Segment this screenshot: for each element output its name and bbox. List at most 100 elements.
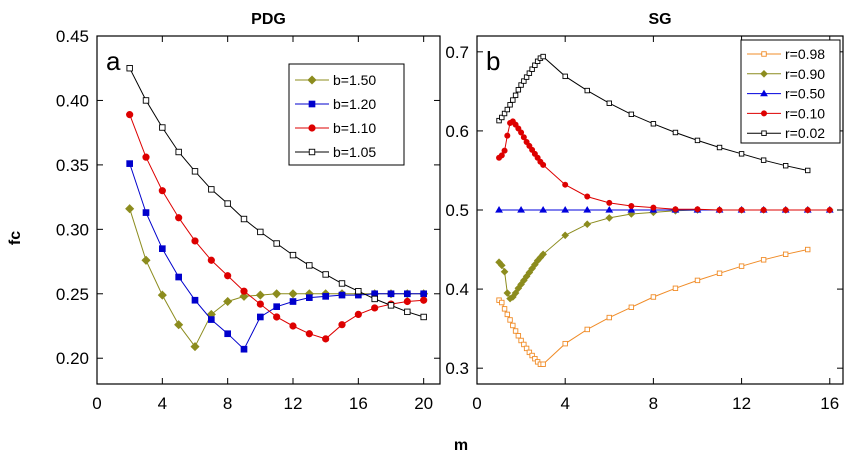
data-point — [534, 58, 541, 65]
data-point — [404, 308, 411, 316]
data-point — [496, 117, 502, 124]
data-point — [518, 82, 524, 88]
data-point — [354, 310, 362, 319]
data-point — [240, 215, 248, 223]
shared-x-axis-label: m — [454, 437, 468, 454]
data-point — [322, 293, 329, 300]
data-point — [240, 287, 248, 295]
data-point — [532, 62, 538, 68]
legend-marker — [307, 75, 317, 85]
y-tick-label-b: 0.7 — [445, 43, 469, 62]
data-point — [650, 121, 657, 127]
y-tick-label-b: 0.5 — [445, 201, 469, 220]
legend-label: b=1.10 — [333, 120, 376, 136]
data-point — [562, 340, 568, 347]
data-point — [126, 160, 133, 167]
data-point — [605, 206, 614, 213]
data-point — [520, 134, 527, 141]
data-point — [540, 361, 546, 367]
data-point — [512, 92, 519, 99]
data-point — [158, 187, 166, 195]
legend-marker — [308, 124, 316, 132]
series-b-1 — [495, 206, 834, 303]
y-tick-label-a: 0.35 — [56, 156, 89, 175]
series-a-2 — [126, 111, 428, 343]
data-point — [738, 207, 745, 214]
legend-box — [288, 63, 405, 166]
x-tick-label-b: 4 — [560, 394, 569, 413]
data-point — [760, 257, 767, 263]
data-point — [223, 296, 233, 307]
data-point — [159, 245, 166, 252]
data-point — [517, 206, 525, 213]
data-point — [208, 316, 215, 323]
legend-label: b=1.50 — [333, 72, 376, 88]
data-point — [498, 152, 505, 159]
data-point — [191, 237, 199, 245]
data-point — [510, 97, 516, 103]
data-point — [420, 296, 428, 304]
data-point — [501, 147, 508, 154]
series-b-0 — [496, 246, 811, 367]
data-point — [322, 271, 329, 278]
data-point — [272, 289, 282, 299]
data-point — [239, 291, 249, 301]
data-point — [716, 270, 723, 276]
data-point — [523, 345, 530, 352]
data-point — [672, 285, 679, 291]
data-point — [501, 306, 508, 312]
data-point — [561, 231, 569, 240]
data-point — [583, 206, 592, 213]
data-point — [738, 263, 745, 269]
legend-label: r=0.90 — [785, 66, 825, 82]
data-point — [498, 261, 506, 270]
legend-b: r=0.98 r=0.90 r=0.50 r=0.10 r=0.02 — [740, 39, 841, 144]
data-point — [526, 349, 533, 356]
data-point — [540, 161, 547, 168]
data-point — [694, 277, 701, 284]
data-point — [125, 204, 135, 214]
data-point — [584, 87, 590, 94]
data-point — [532, 355, 538, 362]
data-point — [288, 289, 298, 299]
data-point — [518, 129, 525, 136]
data-point — [605, 214, 614, 222]
data-point — [142, 97, 150, 104]
legend-a: b=1.50 b=1.20 b=1.10 b=1.05 — [288, 63, 405, 166]
data-point — [782, 251, 789, 257]
data-point — [142, 153, 150, 161]
legend-label: r=0.50 — [785, 86, 825, 102]
data-point — [224, 200, 231, 207]
y-axis-label-a: fc — [7, 231, 24, 245]
data-point — [404, 290, 411, 298]
x-tick-label-a: 8 — [223, 394, 232, 413]
data-point — [515, 333, 522, 339]
data-point — [539, 250, 547, 259]
y-tick-label-a: 0.25 — [56, 285, 89, 304]
data-point — [126, 111, 134, 119]
data-point — [515, 87, 522, 93]
data-point — [529, 352, 535, 359]
chart-title-b: SG — [648, 11, 671, 28]
data-point — [174, 320, 184, 330]
data-point — [694, 137, 701, 144]
y-tick-label-b: 0.6 — [445, 122, 469, 141]
data-point — [289, 251, 297, 259]
y-tick-label-b: 0.4 — [445, 280, 469, 299]
data-point — [420, 290, 427, 298]
legend-marker — [761, 51, 767, 57]
data-point — [562, 73, 568, 80]
data-point — [584, 326, 590, 333]
series-b-4 — [496, 53, 811, 174]
legend-label: r=0.02 — [785, 125, 825, 141]
legend-label: b=1.05 — [333, 144, 376, 160]
data-point — [504, 132, 511, 139]
data-point — [521, 341, 527, 348]
data-point — [495, 206, 503, 213]
legend-marker — [308, 100, 316, 108]
data-point — [371, 295, 378, 303]
data-point — [175, 273, 182, 281]
data-point — [175, 214, 183, 222]
data-point — [672, 206, 679, 213]
